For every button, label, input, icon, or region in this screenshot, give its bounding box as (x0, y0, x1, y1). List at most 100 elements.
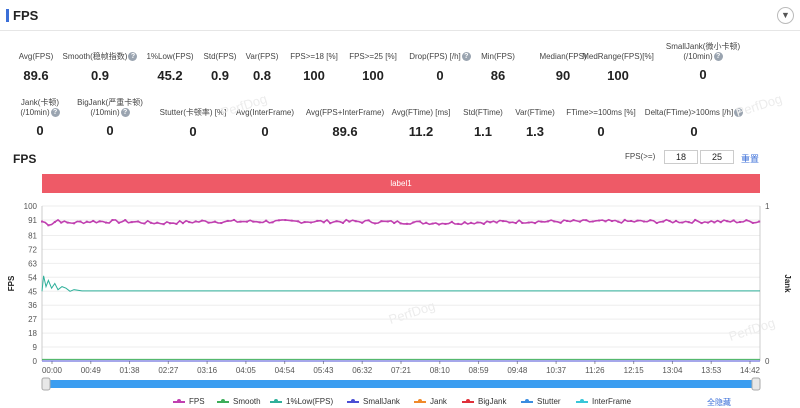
fps-point (438, 223, 441, 226)
fps-point (521, 221, 524, 224)
fps-point (578, 220, 581, 223)
x-tick-label: 07:21 (391, 366, 412, 375)
x-tick-label: 03:16 (197, 366, 218, 375)
fps-point (572, 219, 575, 222)
y-tick-label: 72 (28, 245, 37, 254)
stat-label-text: SmallJank(微小卡顿) (665, 42, 741, 51)
stat-value: 0.9 (210, 68, 230, 83)
y2-tick-label: 1 (765, 202, 770, 211)
reset-button[interactable]: 重置 (741, 154, 760, 164)
legend-swatch (173, 398, 185, 403)
fps-point (540, 220, 543, 223)
legend-item-fps[interactable]: FPS (173, 397, 205, 406)
x-tick-label: 04:05 (236, 366, 257, 375)
fps-point (271, 221, 274, 224)
stat-label: Delta(FTime)>100ms [/h]? (634, 108, 754, 118)
fps-point (143, 222, 146, 225)
hide-all-button[interactable]: 全隐藏 (707, 398, 731, 407)
legend-swatch (217, 398, 229, 403)
stat-stats_row2-2: Stutter(卡顿率) [%] 0 (133, 108, 253, 139)
fps-threshold-input-2[interactable]: 25 (700, 150, 734, 164)
stat-label: FPS>=18 [%] (254, 52, 374, 62)
fps-point (367, 219, 370, 222)
y-tick-label: 27 (28, 315, 37, 324)
stat-value: 0.8 (252, 68, 272, 83)
help-icon[interactable]: ? (128, 52, 138, 62)
fps-point (476, 221, 479, 224)
label-band[interactable]: label1 (42, 174, 760, 193)
fps-point (303, 221, 306, 224)
legend-item-smooth[interactable]: Smooth (217, 397, 261, 406)
legend-swatch (347, 398, 359, 403)
fps-point (694, 218, 697, 221)
stat-label-text: 1%Low(FPS) (146, 52, 194, 61)
stat-value: 86 (490, 68, 506, 83)
stat-value: 0 (106, 123, 114, 138)
legend-item-1-low-fps-[interactable]: 1%Low(FPS) (270, 397, 333, 406)
help-icon[interactable]: ? (713, 52, 723, 62)
fps-point (630, 219, 633, 222)
fps-point (73, 222, 76, 225)
chevron-down-icon[interactable]: ▼ (777, 7, 794, 24)
stat-label-text: Avg(FPS) (18, 52, 54, 61)
fps-point (386, 220, 389, 223)
stat-label: Drop(FPS) [/h]? (380, 52, 500, 62)
legend-item-stutter[interactable]: Stutter (521, 397, 561, 406)
zoom-handle-right[interactable] (751, 377, 761, 391)
fps-point (425, 221, 428, 224)
y-tick-label: 63 (28, 259, 37, 268)
stat-label-text: MedRange(FPS)[%] (582, 52, 654, 61)
section-title: FPS (13, 8, 39, 23)
fps-point (482, 222, 485, 225)
stat-label-text: Avg(FPS+InterFrame) (305, 108, 385, 117)
legend-item-bigjank[interactable]: BigJank (462, 397, 506, 406)
stat-label: MedRange(FPS)[%] (558, 52, 678, 62)
y2-axis-label: Jank (783, 274, 792, 293)
stat-stats_row1-3: Std(FPS) 0.9 (160, 52, 280, 83)
help-icon[interactable]: ? (120, 108, 130, 118)
x-tick-label: 11:26 (585, 366, 605, 375)
stat-label-text: FPS>=18 [%] (290, 52, 338, 61)
stat-stats_row2-6: Std(FTime) 1.1 (423, 108, 543, 139)
fps-point (149, 221, 152, 224)
fps-point (745, 219, 748, 222)
legend-swatch (576, 398, 588, 403)
fps-point (92, 219, 95, 222)
legend-item-interframe[interactable]: InterFrame (576, 397, 631, 406)
fps-threshold-input-1[interactable]: 18 (664, 150, 698, 164)
y-tick-label: 81 (28, 231, 37, 240)
x-tick-label: 09:48 (507, 366, 528, 375)
fps-point (738, 221, 741, 224)
fps-point (444, 222, 447, 225)
x-tick-label: 12:15 (624, 366, 645, 375)
fps-point (277, 219, 280, 222)
legend-swatch (521, 398, 533, 403)
stat-value: 0 (690, 124, 698, 139)
stat-label-text: Var(FTime) (515, 108, 555, 117)
fps-point (354, 220, 357, 223)
fps-point (489, 221, 492, 224)
help-icon[interactable]: ? (50, 108, 60, 118)
fps-point (111, 219, 114, 222)
fps-point (534, 222, 537, 225)
help-icon[interactable]: ? (734, 108, 744, 118)
help-icon[interactable]: ? (461, 52, 471, 62)
y-tick-label: 18 (28, 329, 37, 338)
stat-label-text: FPS>=25 [%] (349, 52, 397, 61)
zoom-handle-left[interactable] (41, 377, 51, 391)
zoom-slider-track[interactable] (46, 380, 756, 388)
stat-label-text: Std(FPS) (203, 52, 237, 61)
fps-point (341, 221, 344, 224)
stat-value: 11.2 (408, 124, 434, 139)
fps-point (732, 219, 735, 222)
stat-stats_row1-10: MedRange(FPS)[%] 100 (558, 52, 678, 83)
fps-chart[interactable]: 0 9 18 27 36 45 54 63 72 81 91 100 0 1 00:00 00:49 01:38… (0, 195, 800, 395)
x-tick-label: 08:59 (469, 366, 490, 375)
stat-label-text: Smooth(稳帧指数) (62, 52, 128, 61)
legend-item-jank[interactable]: Jank (414, 397, 447, 406)
stat-label: 1%Low(FPS) (110, 52, 230, 62)
legend-item-smalljank[interactable]: SmallJank (347, 397, 400, 406)
fps-point (610, 220, 613, 223)
stat-label: Avg(FTime) [ms] (361, 108, 481, 118)
fps-point (706, 221, 709, 224)
